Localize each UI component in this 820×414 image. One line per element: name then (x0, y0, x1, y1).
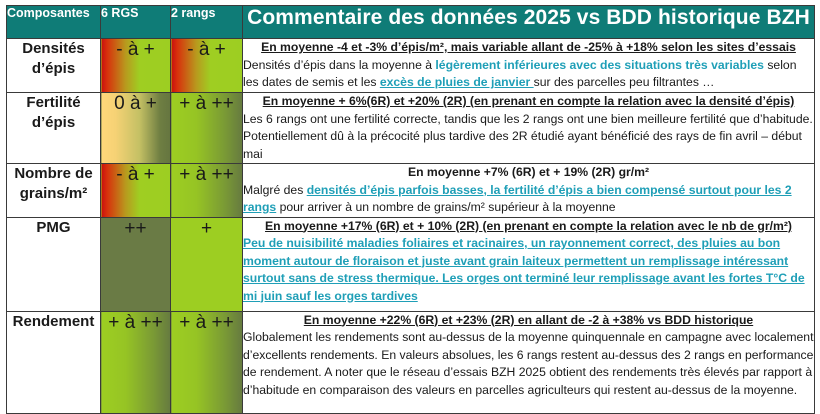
comment-text: Les 6 rangs ont une fertilité correcte, … (243, 111, 813, 161)
comment-lead: En moyenne + 6%(6R) et +20% (2R) (en pre… (262, 94, 795, 108)
table-row-grains: Nombre de grains/m² - à + + à ++ En moye… (6, 163, 815, 218)
comment-text: Densités d’épis dans la moyenne à (243, 57, 436, 72)
score-2r: + (170, 216, 243, 312)
comment-text: selon les dates de semis et les (243, 57, 797, 90)
header-row: Composantes 6 RGS 2 rangs Commentaire de… (6, 5, 815, 39)
comment-lead: En moyenne +7% (6R) et + 19% (2R) gr/m² (407, 165, 650, 179)
score-6r: ++ (100, 216, 171, 312)
comment-cell: En moyenne +17% (6R) et + 10% (2R) (en p… (242, 216, 815, 312)
comment-cell: En moyenne + 6%(6R) et +20% (2R) (en pre… (242, 92, 815, 164)
score-6r: 0 à + (100, 92, 171, 164)
row-label: Nombre de grains/m² (6, 163, 101, 218)
row-label: Rendement (6, 310, 101, 414)
header-commentaire: Commentaire des données 2025 vs BDD hist… (242, 5, 815, 39)
score-2r: - à + (170, 38, 243, 93)
comment-text: Globalement les rendements sont au-dessu… (243, 330, 814, 397)
row-label: Densités d’épis (6, 38, 101, 93)
score-2r: + à ++ (170, 163, 243, 218)
header-composantes: Composantes (6, 5, 101, 39)
comment-cell: En moyenne +22% (6R) et +23% (2R) en all… (242, 310, 815, 414)
comment-text: Malgré des (243, 182, 307, 197)
row-label: Fertilité d’épis (6, 92, 101, 164)
comment-lead: En moyenne +17% (6R) et + 10% (2R) (en p… (265, 218, 792, 233)
header-6rgs: 6 RGS (100, 5, 171, 39)
components-table: Composantes 6 RGS 2 rangs Commentaire de… (6, 5, 815, 414)
comment-highlight: légèrement inférieures avec des situatio… (435, 57, 764, 72)
comment-highlight: densités d’épis parfois basses, la ferti… (243, 182, 792, 215)
table-row-fertilite: Fertilité d’épis 0 à + + à ++ En moyenne… (6, 92, 815, 164)
table-row-pmg: PMG ++ + En moyenne +17% (6R) et + 10% (… (6, 216, 815, 312)
comment-text: sur des parcelles peu filtrantes … (533, 75, 715, 89)
comment-lead: En moyenne -4 et -3% d’épis/m², mais var… (261, 40, 796, 54)
header-2rangs: 2 rangs (170, 5, 243, 39)
table-row-rendement: Rendement + à ++ + à ++ En moyenne +22% … (6, 310, 815, 414)
score-2r: + à ++ (170, 92, 243, 164)
table-row-densites: Densités d’épis - à + - à + En moyenne -… (6, 38, 815, 93)
score-6r: - à + (100, 38, 171, 93)
comment-cell: En moyenne +7% (6R) et + 19% (2R) gr/m² … (242, 163, 815, 218)
comment-highlight: Peu de nuisibilité maladies foliaires et… (243, 236, 805, 303)
row-label: PMG (6, 216, 101, 312)
comment-highlight: excès de pluies de janvier (379, 75, 534, 89)
score-6r: - à + (100, 163, 171, 218)
score-2r: + à ++ (170, 310, 243, 414)
comment-lead: En moyenne +22% (6R) et +23% (2R) en all… (303, 312, 754, 327)
comment-cell: En moyenne -4 et -3% d’épis/m², mais var… (242, 38, 815, 93)
comment-text: pour arriver à un nombre de grains/m² su… (276, 200, 616, 214)
score-6r: + à ++ (100, 310, 171, 414)
